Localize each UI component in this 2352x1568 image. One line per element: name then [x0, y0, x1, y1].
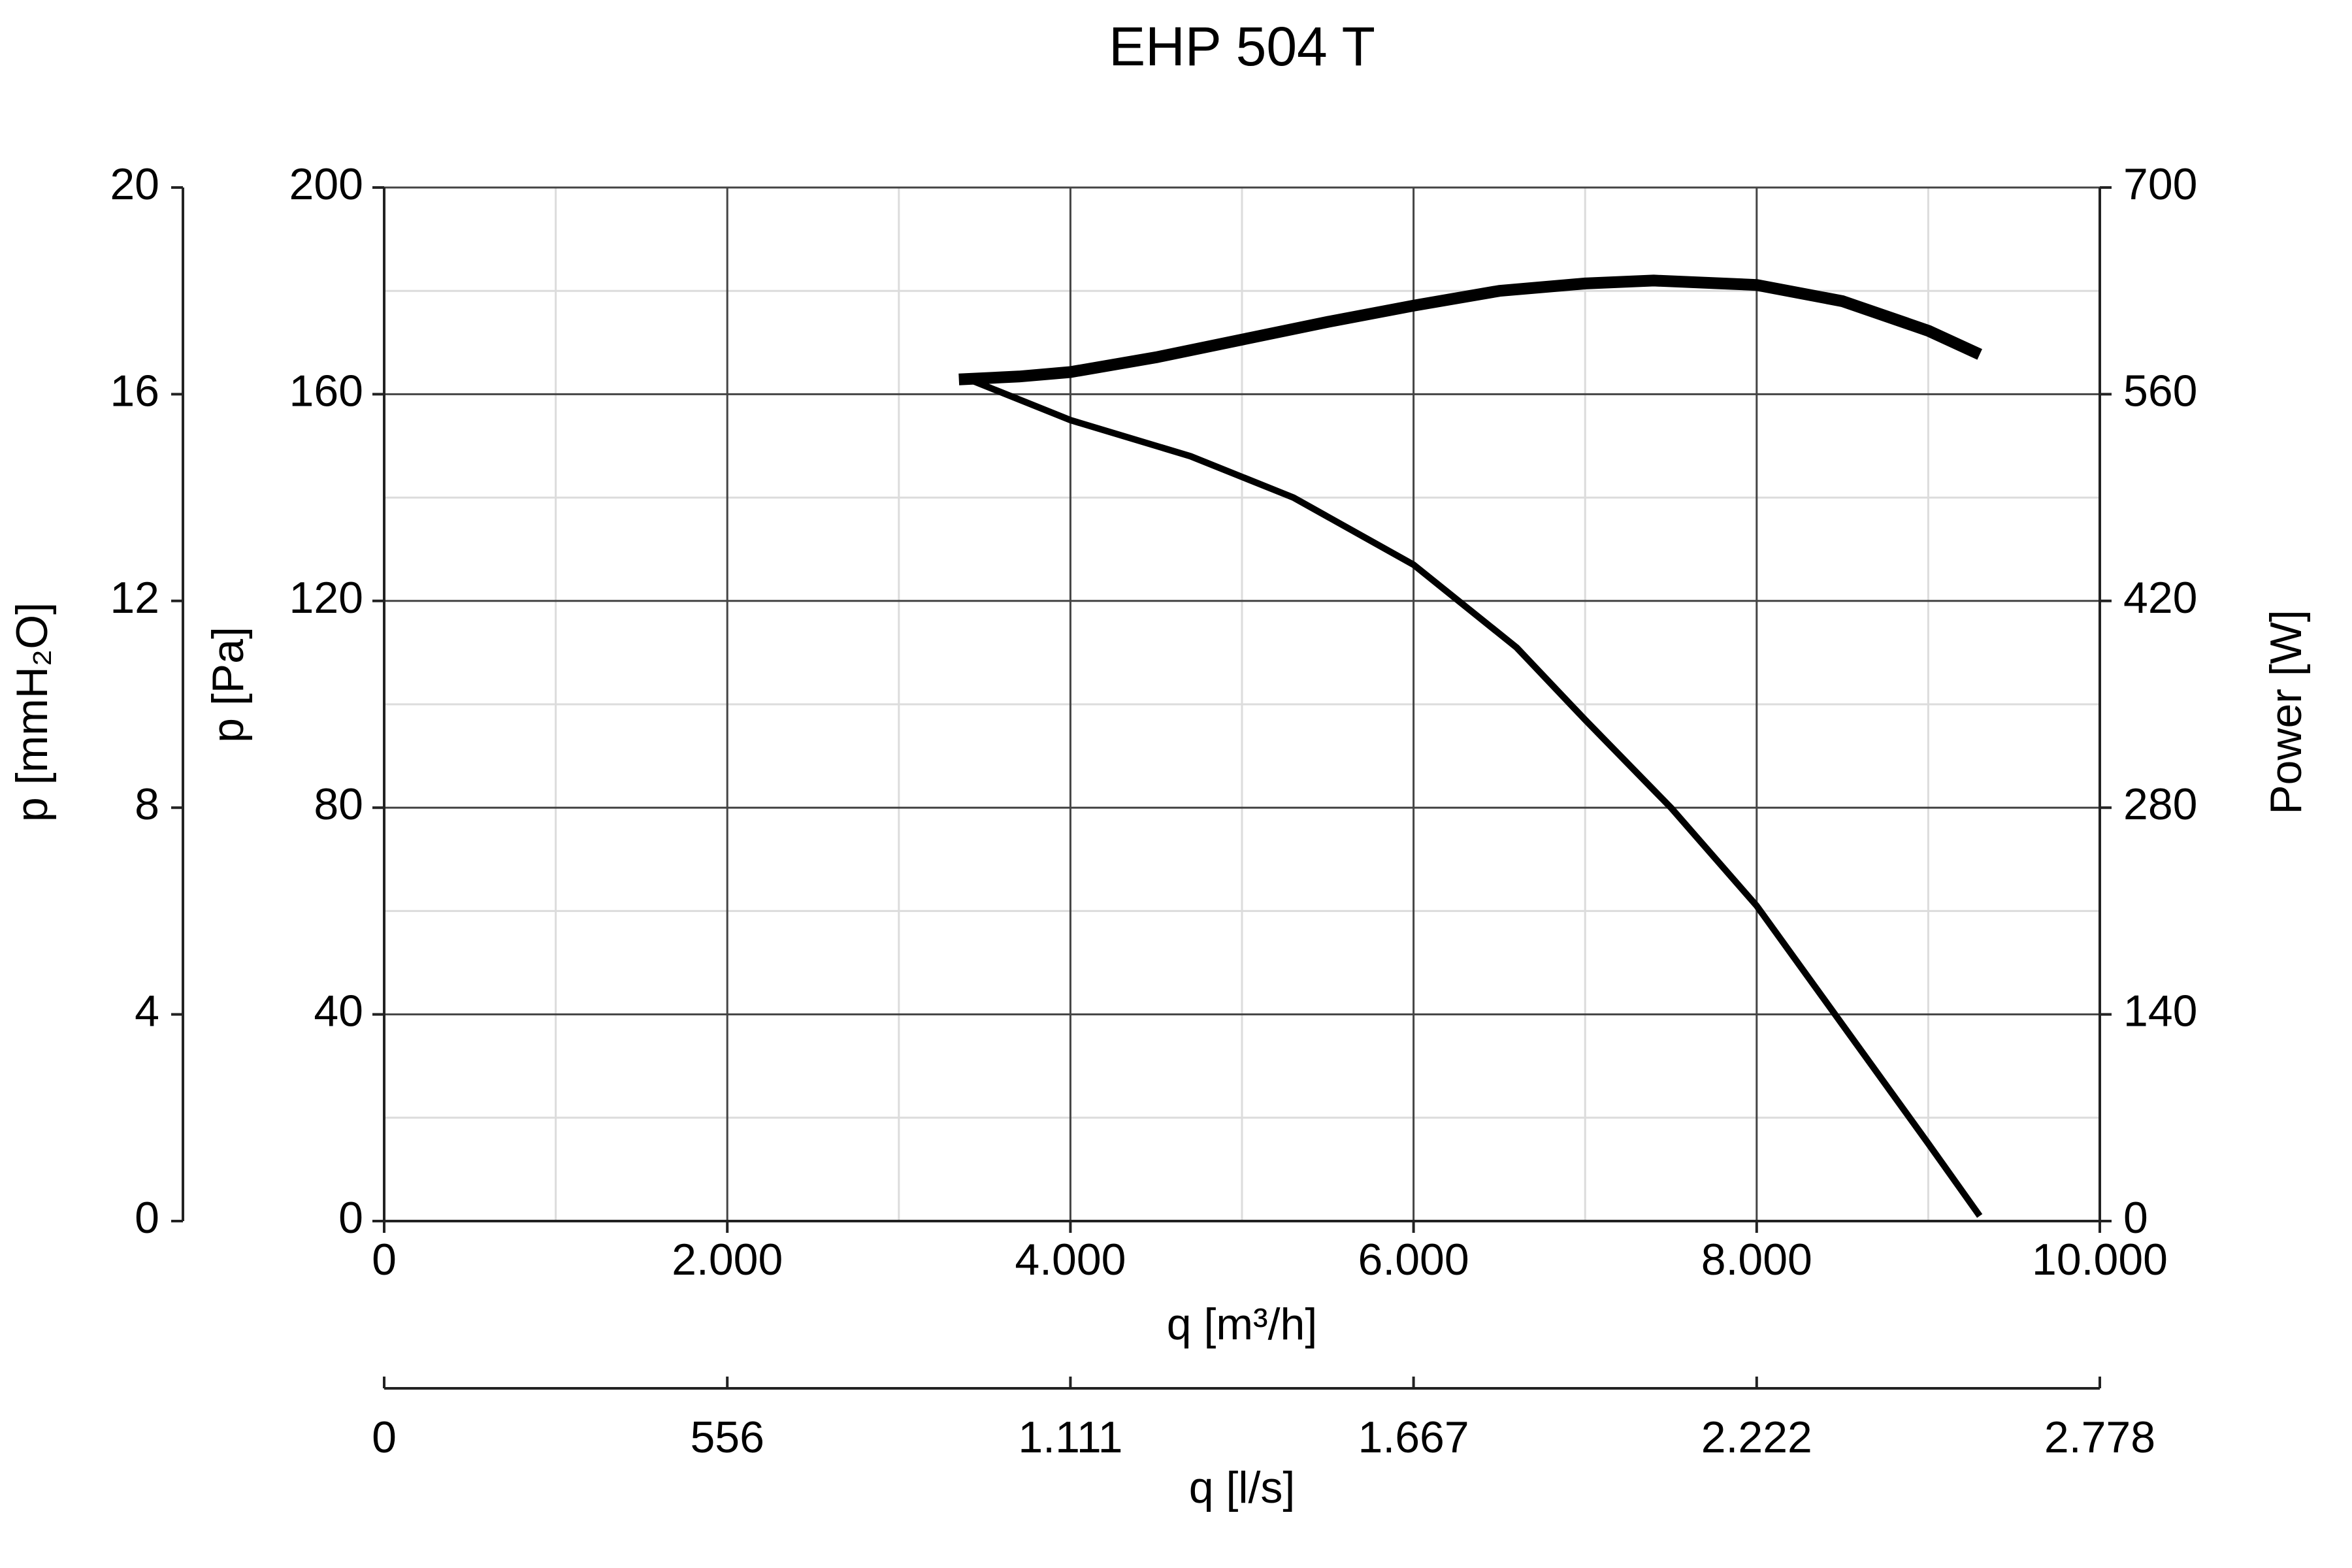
x-tick-label: 2.000	[672, 1235, 783, 1284]
x2-axis-label: q [l/s]	[1189, 1463, 1296, 1512]
y-tick-label-power: 280	[2123, 779, 2197, 829]
y-axis-label-power: Power [W]	[2261, 610, 2311, 815]
y-tick-label-power: 700	[2123, 159, 2197, 209]
y-tick-label-mmh2o: 12	[110, 573, 159, 623]
x2-tick-label: 0	[372, 1413, 397, 1462]
x-tick-label: 6.000	[1358, 1235, 1469, 1284]
power-curve	[958, 274, 1982, 385]
x-tick-label: 0	[372, 1235, 397, 1284]
labels: 0408012016020004812162001402804205607000…	[7, 16, 2311, 1512]
y-tick-label-power: 420	[2123, 573, 2197, 623]
y-tick-label-pa: 80	[314, 779, 363, 829]
pressure-curve	[966, 376, 1983, 1218]
chart-title: EHP 504 T	[1109, 16, 1375, 77]
x-tick-label: 8.000	[1701, 1235, 1812, 1284]
x2-tick-label: 1.111	[1018, 1413, 1122, 1462]
x-axis-label: q [m³/h]	[1167, 1299, 1318, 1349]
y-tick-label-power: 560	[2123, 366, 2197, 416]
x2-tick-label: 556	[690, 1413, 764, 1462]
y-tick-label-pa: 200	[289, 159, 363, 209]
y-tick-label-mmh2o: 8	[135, 779, 159, 829]
y-axis-label-pa: p [Pa]	[203, 627, 253, 743]
x-tick-label: 10.000	[2032, 1235, 2168, 1284]
y-tick-label-power: 0	[2123, 1193, 2148, 1243]
y-tick-label-mmh2o: 20	[110, 159, 159, 209]
x2-tick-label: 2.222	[1701, 1413, 1812, 1462]
x-tick-label: 4.000	[1015, 1235, 1126, 1284]
y-tick-label-pa: 160	[289, 366, 363, 416]
y-tick-label-pa: 0	[338, 1193, 363, 1243]
y-tick-label-power: 140	[2123, 987, 2197, 1036]
y-tick-label-mmh2o: 16	[110, 366, 159, 416]
y-axis-label-mmh2o: p [mmH₂O]	[7, 602, 57, 822]
axes	[171, 186, 2112, 1390]
x2-tick-label: 1.667	[1358, 1413, 1469, 1462]
y-tick-label-mmh2o: 0	[135, 1193, 159, 1243]
x2-tick-label: 2.778	[2044, 1413, 2155, 1462]
y-tick-label-mmh2o: 4	[135, 987, 159, 1036]
y-tick-label-pa: 40	[314, 987, 363, 1036]
series-group	[958, 274, 1983, 1218]
y-tick-label-pa: 120	[289, 573, 363, 623]
